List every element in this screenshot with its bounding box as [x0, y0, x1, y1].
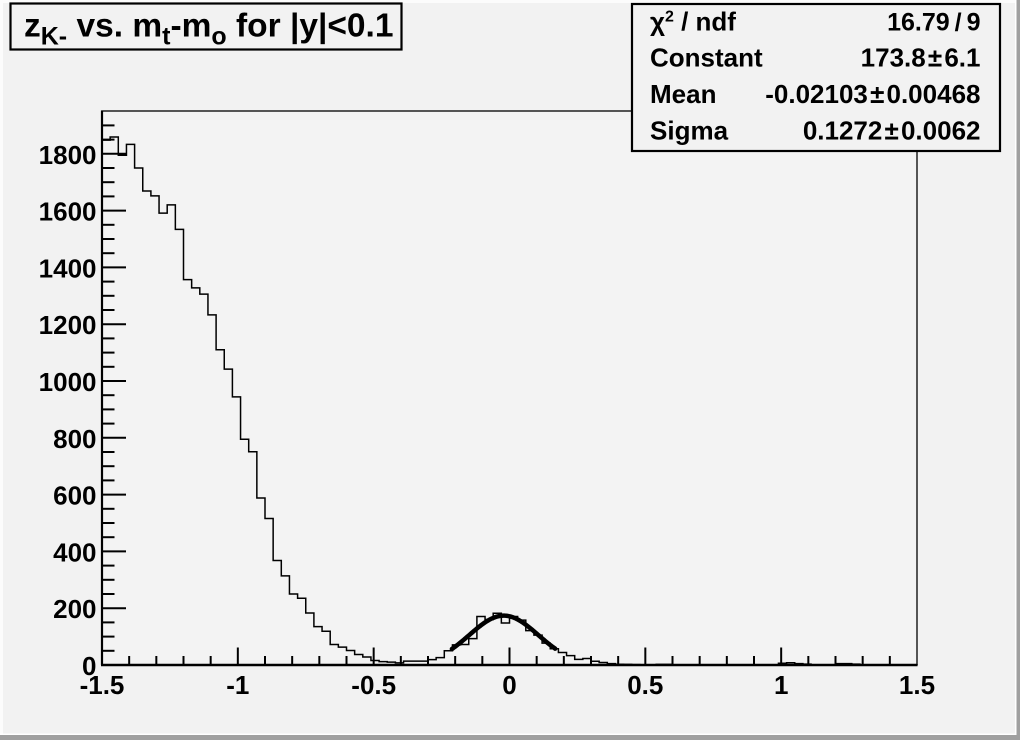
svg-text:χ2 / ndf: χ2 / ndf [650, 7, 736, 37]
svg-text:Mean: Mean [650, 79, 716, 109]
svg-text:0.5: 0.5 [627, 670, 663, 700]
svg-text:-1: -1 [226, 670, 249, 700]
svg-text:zK- vs. mt-mo for |y|<0.1: zK- vs. mt-mo for |y|<0.1 [24, 8, 393, 51]
svg-text:800: 800 [53, 424, 96, 454]
svg-text:1600: 1600 [39, 197, 97, 227]
svg-text:400: 400 [53, 537, 96, 567]
svg-text:Constant: Constant [650, 43, 763, 73]
svg-text:16.79 / 9: 16.79 / 9 [887, 9, 980, 37]
svg-text:-0.02103 ± 0.00468: -0.02103 ± 0.00468 [765, 79, 980, 109]
svg-text:-1.5: -1.5 [80, 670, 125, 700]
svg-text:1200: 1200 [39, 310, 97, 340]
svg-text:0: 0 [502, 670, 516, 700]
svg-text:1400: 1400 [39, 253, 97, 283]
svg-text:0.1272 ± 0.0062: 0.1272 ± 0.0062 [803, 116, 981, 146]
svg-text:173.8 ± 6.1: 173.8 ± 6.1 [861, 43, 981, 73]
svg-text:0: 0 [82, 651, 96, 681]
svg-text:1000: 1000 [39, 367, 97, 397]
svg-text:-0.5: -0.5 [351, 670, 396, 700]
svg-text:1800: 1800 [39, 140, 97, 170]
svg-text:1.5: 1.5 [899, 670, 935, 700]
svg-text:200: 200 [53, 594, 96, 624]
svg-text:1: 1 [774, 670, 788, 700]
svg-text:Sigma: Sigma [650, 116, 729, 146]
svg-text:600: 600 [53, 481, 96, 511]
